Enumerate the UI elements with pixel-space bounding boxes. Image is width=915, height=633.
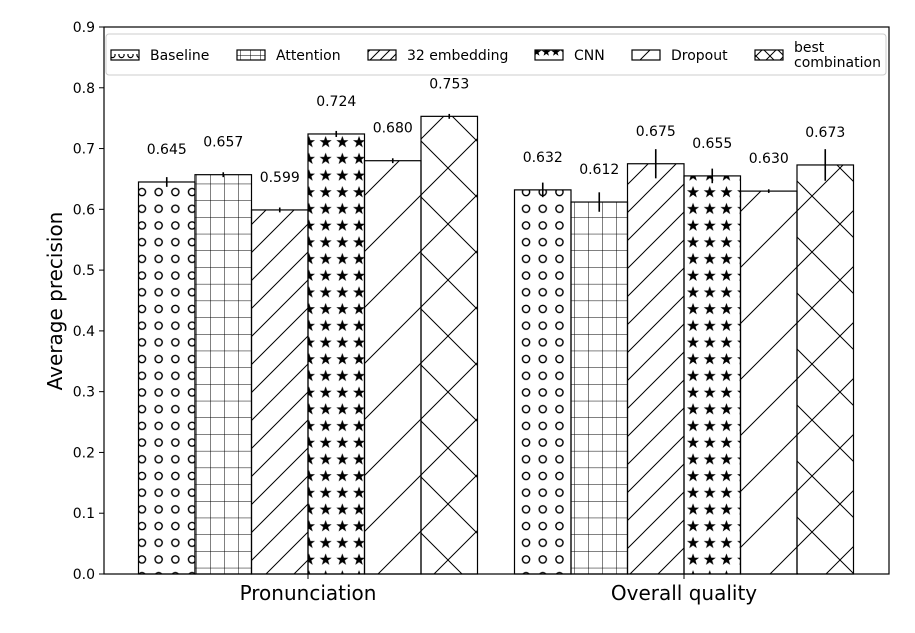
bar-wide-diagonal-1: [739, 190, 798, 575]
bar-wide-diagonal-0: [363, 160, 422, 575]
legend-box: [105, 33, 887, 76]
error-bars-layer: [165, 113, 827, 213]
bar-stars-0: [307, 133, 366, 575]
data-label: 0.657: [203, 135, 243, 151]
bar-crosshatch-0: [420, 115, 479, 575]
data-label: 0.645: [147, 142, 187, 158]
y-tick-label: 0.9: [73, 20, 95, 36]
bar-diagonal-1: [626, 163, 685, 575]
y-tick-label: 0.4: [73, 324, 95, 340]
legend-swatch-circles: [110, 49, 140, 61]
x-category-label: Pronunciation: [240, 581, 377, 605]
bar-circles-1: [513, 189, 572, 575]
bars-layer: [137, 115, 855, 575]
data-label: 0.630: [749, 151, 789, 167]
legend-swatch-grid: [236, 49, 266, 61]
data-label: 0.655: [692, 136, 732, 152]
data-label: 0.673: [805, 125, 845, 141]
legend-swatch-stars: [534, 49, 564, 61]
y-axis-label: Average precision: [43, 212, 67, 391]
bar-crosshatch-1: [796, 164, 855, 575]
legend-label: Attention: [276, 48, 341, 64]
y-tick-label: 0.3: [73, 385, 95, 401]
plot-area-frame: [103, 26, 890, 575]
legend-label: CNN: [574, 48, 605, 64]
legend-swatch-crosshatch: [754, 49, 784, 61]
data-label: 0.724: [316, 94, 356, 110]
legend: Baseline Attention 32 embedding CNN Dropout b…: [105, 33, 887, 76]
y-tick-label: 0.8: [73, 81, 95, 97]
data-label: 0.599: [260, 170, 300, 186]
data-label: 0.753: [429, 76, 469, 92]
legend-swatch-wide-diagonal: [631, 49, 661, 61]
data-label: 0.612: [579, 162, 619, 178]
x-axis: Pronunciation Overall quality: [240, 574, 757, 605]
legend-label: Dropout: [671, 48, 728, 64]
y-axis: 0.0 0.1 0.2 0.3 0.4 0.5 0.6 0.7 0.8 0.9: [73, 20, 104, 583]
y-tick-label: 0.2: [73, 445, 95, 461]
bar-grid-1: [570, 201, 629, 575]
y-tick-label: 0.1: [73, 506, 95, 522]
x-category-label: Overall quality: [611, 581, 757, 605]
legend-label: 32 embedding: [407, 48, 508, 64]
legend-label: best combination: [794, 40, 881, 71]
legend-label: Baseline: [150, 48, 209, 64]
y-tick-label: 0.5: [73, 263, 95, 279]
bar-stars-1: [683, 175, 742, 575]
data-label: 0.632: [523, 150, 563, 166]
data-labels-layer: 0.645 0.657 0.599 0.724 0.680 0.753 0.632 0.612…: [147, 76, 846, 186]
data-label: 0.675: [636, 124, 676, 140]
bar-diagonal-0: [250, 209, 309, 575]
legend-swatch-diagonal: [367, 49, 397, 61]
bar-grid-0: [194, 174, 253, 575]
y-tick-label: 0.7: [73, 142, 95, 158]
y-tick-label: 0.6: [73, 202, 95, 218]
data-label: 0.680: [373, 121, 413, 137]
y-tick-label: 0.0: [73, 567, 95, 583]
bar-circles-0: [137, 181, 196, 575]
